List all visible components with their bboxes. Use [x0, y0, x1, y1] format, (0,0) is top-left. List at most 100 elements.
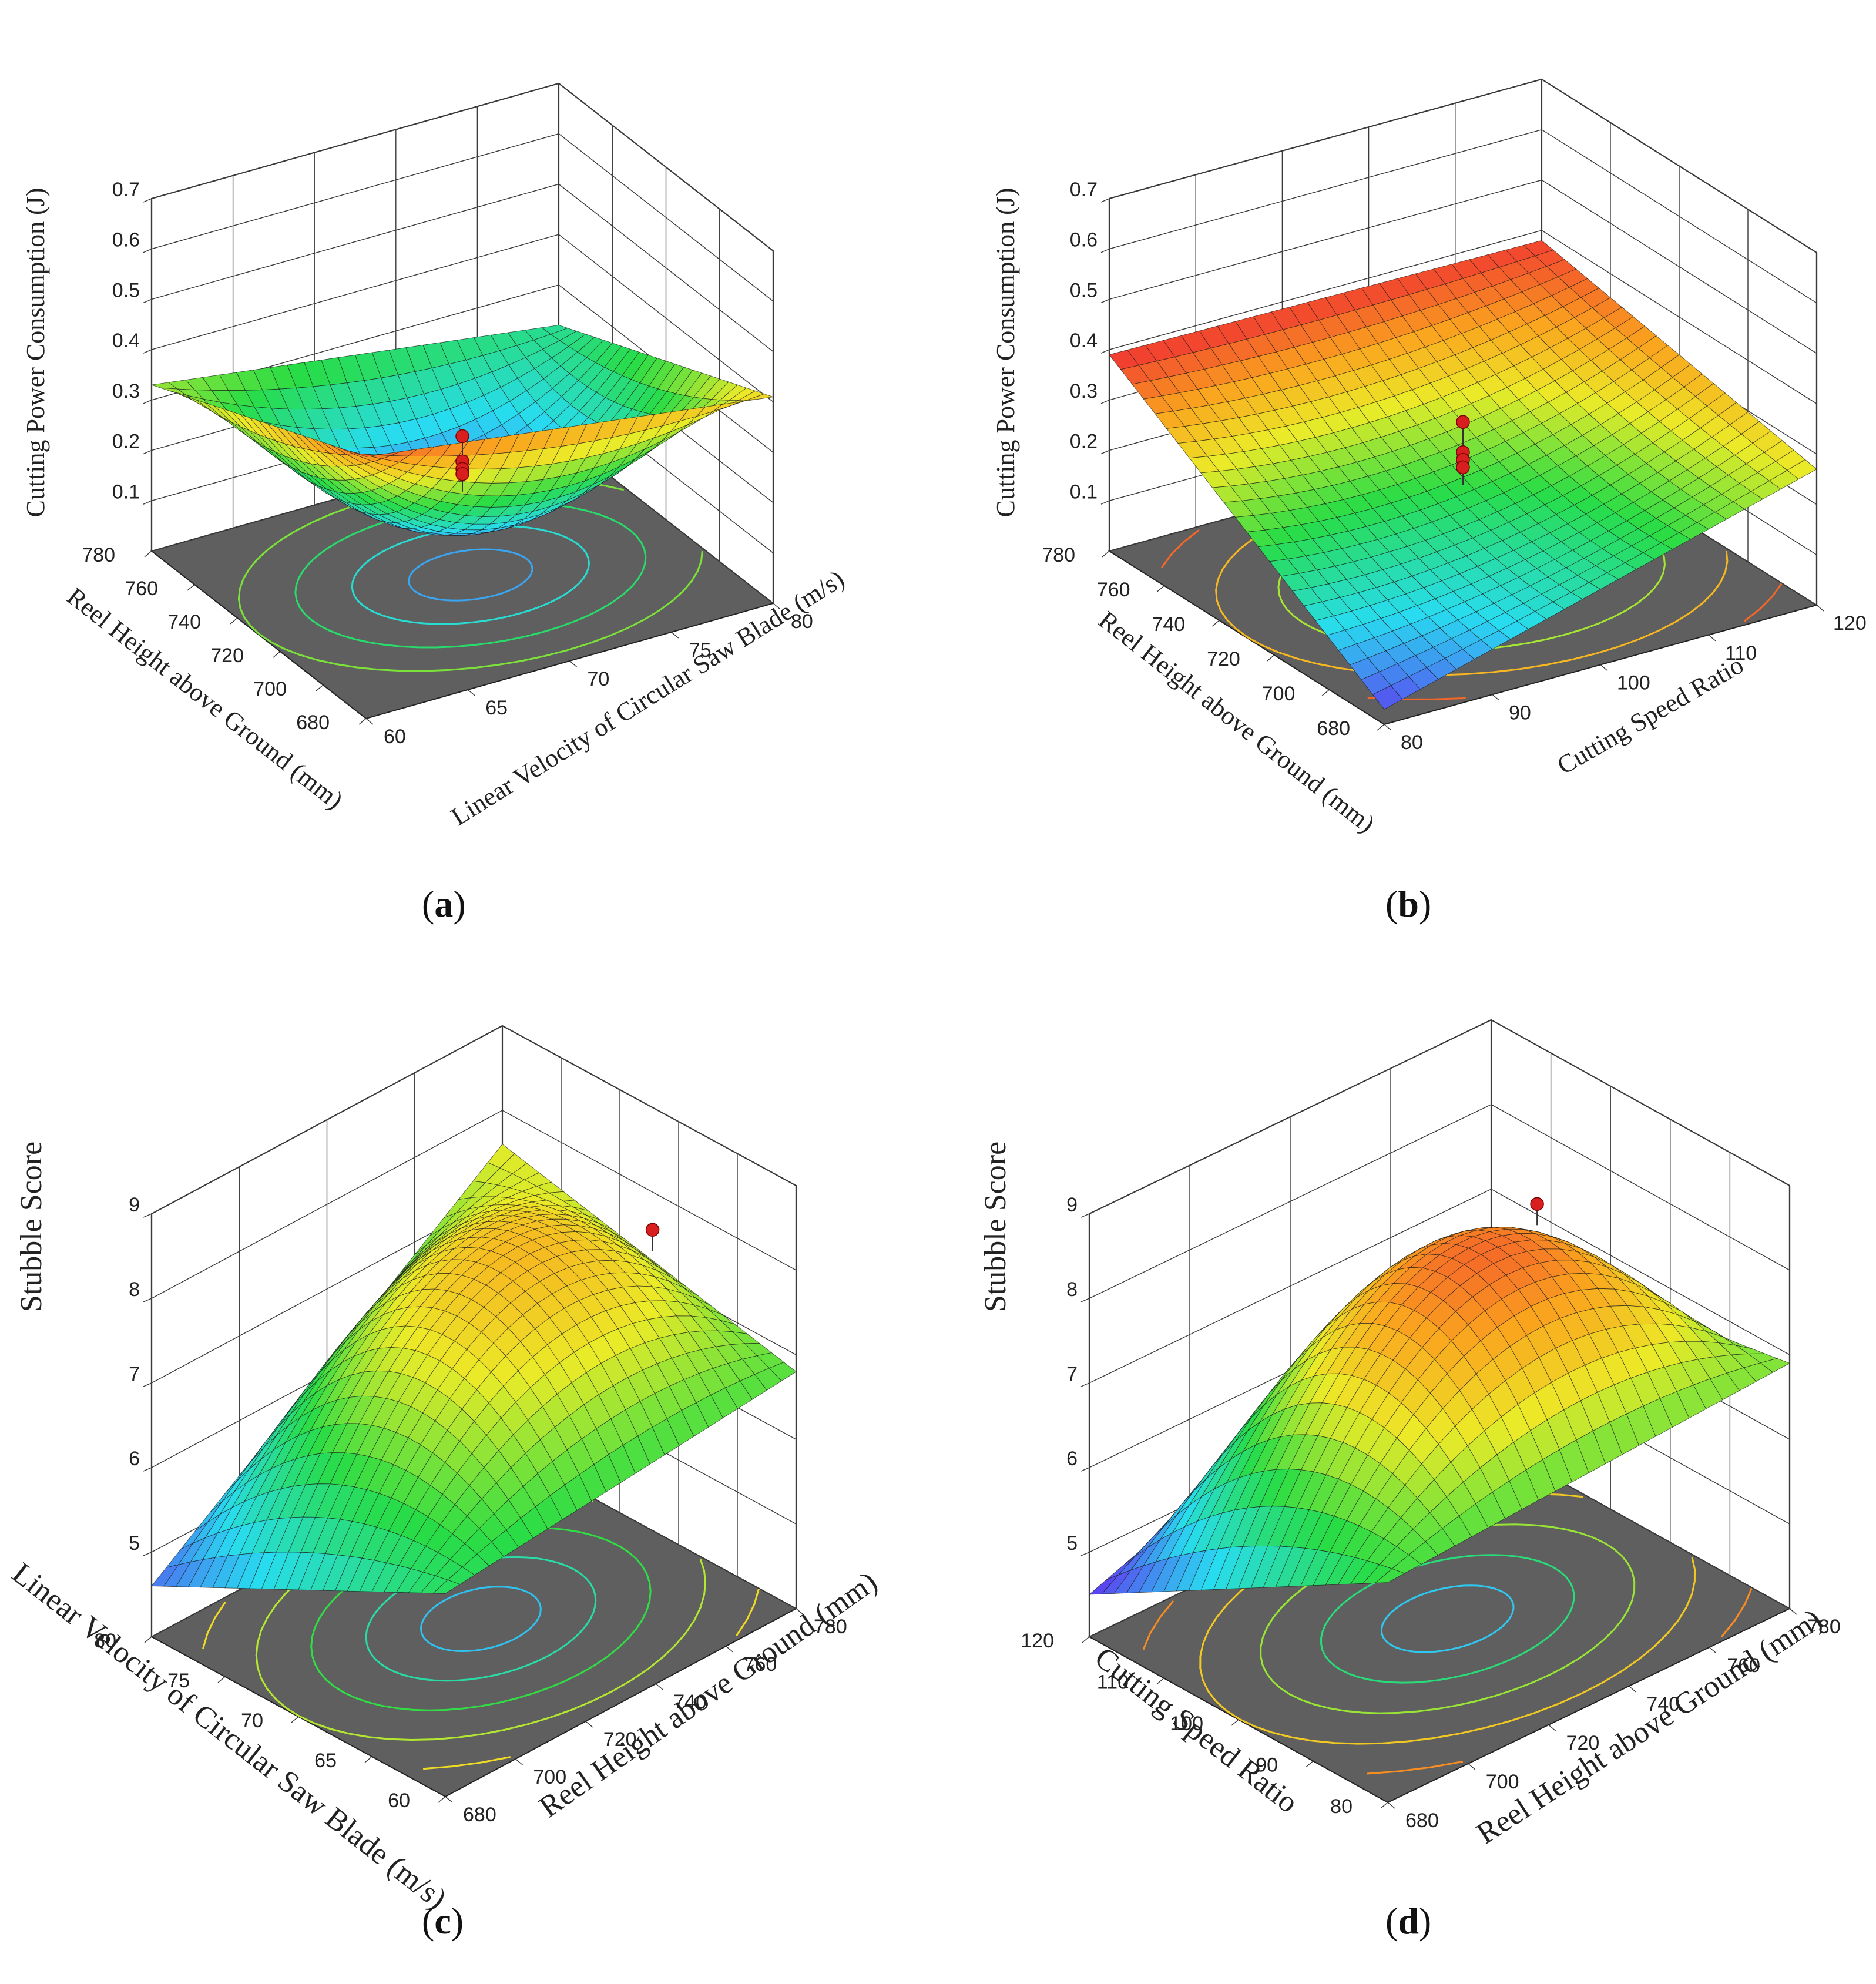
panel-b-label: (b)	[1385, 882, 1431, 926]
chart-a-x-tick-label: 75	[689, 639, 712, 662]
chart-b-z-tick	[1100, 449, 1110, 455]
chart-b-x-tick-label: 90	[1509, 701, 1531, 724]
chart-d-z-tick-label: 8	[1066, 1278, 1078, 1301]
chart-c-z-axis-title: Stubble Score	[15, 1142, 48, 1312]
chart-b-x-tick	[1600, 664, 1608, 672]
chart-a-z-tick	[143, 400, 152, 404]
chart-b-x-tick	[1816, 605, 1824, 612]
chart-c-z-tick-label: 8	[129, 1278, 140, 1301]
chart-d-surface-patch	[1374, 1568, 1405, 1583]
chart-a-marker-layer	[455, 429, 469, 492]
chart-d-x-tick-label: 760	[1727, 1654, 1760, 1677]
chart-b-y-tick	[1267, 654, 1275, 662]
chart-b-z-tick-label: 0.2	[1070, 431, 1098, 453]
chart-c-contour	[735, 1588, 760, 1637]
chart-b-x-tick-label: 110	[1725, 642, 1757, 664]
chart-c-x-tick	[726, 1646, 734, 1653]
chart-a-contour	[408, 548, 533, 602]
panel-c-label: (c)	[422, 1899, 464, 1943]
chart-c-z-tick	[143, 1382, 152, 1387]
chart-a-z-tick	[143, 298, 152, 304]
chart-b-wall-hgrid	[1109, 129, 1817, 304]
chart-c-contour	[420, 1586, 542, 1653]
chart-a-x-tick	[569, 660, 577, 667]
chart-a-surface-patch	[357, 453, 383, 457]
chart-c-contour	[422, 1756, 511, 1770]
chart-c-x-tick	[796, 1608, 804, 1615]
chart-d-z-tick-label: 7	[1066, 1363, 1078, 1385]
chart-c-x-tick-label: 680	[463, 1804, 496, 1826]
chart-d-y-tick-label: 120	[1021, 1630, 1054, 1652]
chart-b-z-axis-title: Cutting Power Consumption (J)	[991, 187, 1020, 517]
chart-d-x-tick-label: 680	[1405, 1810, 1439, 1832]
chart-a-x-tick-label: 70	[588, 668, 610, 690]
chart-b-surface-layer	[1109, 240, 1817, 710]
chart-a-x-tick	[671, 632, 679, 639]
chart-c-svg: 5 6 7 8 9 680 700 720 740 760 780 60 65 70 75 80 Stubble…	[6, 1025, 883, 1916]
chart-c-y-tick-label: 80	[94, 1630, 116, 1652]
chart-a-wall-hgrid	[151, 133, 774, 302]
chart-a-y-tick-label: 740	[167, 611, 201, 633]
panel-a: 0.1 0.2 0.3 0.4 0.5 0.6 0.7 60 65 70 75 80 680 700 720…	[0, 0, 938, 992]
chart-b-z-tick	[1100, 298, 1110, 304]
chart-a-z-tick	[143, 249, 152, 253]
chart-a-z-tick-label: 0.6	[112, 229, 140, 251]
chart-a-y-tick	[358, 718, 367, 725]
chart-d-contour	[1581, 1557, 1696, 1694]
chart-a-z-tick-label: 0.3	[112, 380, 140, 402]
chart-b-svg: 0.1 0.2 0.3 0.4 0.5 0.6 0.7 80 90 100 110 120 680 700…	[991, 78, 1867, 838]
chart-c-y-tick-label: 70	[241, 1710, 263, 1732]
chart-b-z-tick	[1100, 349, 1110, 354]
chart-c-y-tick-label: 65	[314, 1750, 337, 1772]
panel-b-letter: b	[1398, 883, 1419, 925]
chart-b-z-tick-label: 0.6	[1070, 229, 1098, 251]
chart-a-z-tick	[143, 349, 152, 354]
chart-d-z-axis-title: Stubble Score	[979, 1142, 1012, 1312]
chart-c-x-tick	[585, 1721, 593, 1728]
chart-a-x-tick-label: 65	[485, 697, 508, 719]
chart-c-surface-patch	[432, 1579, 461, 1594]
chart-a-contour	[566, 550, 703, 652]
chart-b-y-tick	[1157, 585, 1165, 592]
chart-c-z-tick-label: 6	[129, 1448, 140, 1470]
chart-d-wall-hgrid	[1089, 1104, 1790, 1299]
chart-d-z-tick	[1080, 1298, 1090, 1302]
chart-a-z-tick-label: 0.1	[112, 481, 140, 503]
chart-b-y-tick-label: 680	[1317, 717, 1350, 740]
chart-d-z-tick	[1080, 1552, 1090, 1556]
chart-a-x-tick	[467, 689, 475, 696]
chart-d-y-tick-label: 110	[1097, 1671, 1129, 1694]
chart-a-wall-hgrid	[151, 183, 774, 352]
chart-c-y-tick	[438, 1796, 446, 1803]
chart-b-wall-hgrid	[1109, 179, 1817, 354]
chart-b-z-tick	[1100, 198, 1110, 203]
chart-d-contour	[1142, 1600, 1174, 1650]
chart-b-wall-hgrid	[1109, 79, 1817, 253]
chart-d-svg: 5 6 7 8 9 680 700 720 740 760 780 80 90 100 110 120 Stub…	[979, 1019, 1841, 1851]
panel-b: 0.1 0.2 0.3 0.4 0.5 0.6 0.7 80 90 100 110 120 680 700…	[938, 0, 1875, 992]
chart-c-contour	[612, 1559, 707, 1692]
chart-a-design-point	[455, 467, 469, 481]
chart-c-x-tick	[445, 1796, 453, 1803]
chart-d-y-tick	[1380, 1802, 1388, 1809]
chart-c-x-tick-label: 760	[744, 1653, 777, 1676]
chart-d-surface-layer	[1088, 1227, 1790, 1595]
chart-b-x-tick-label: 100	[1617, 672, 1650, 694]
chart-c-y-tick	[291, 1716, 299, 1723]
chart-b-y-tick	[1377, 724, 1385, 731]
chart-c-x-tick-label: 780	[814, 1616, 847, 1638]
chart-b-contour	[1160, 529, 1200, 569]
chart-b-z-tick	[1100, 500, 1110, 505]
chart-d-contour	[1367, 1760, 1464, 1775]
chart-a-z-tick-label: 0.4	[112, 330, 140, 352]
chart-c-z-tick	[143, 1552, 152, 1556]
chart-a-y-tick	[316, 684, 324, 691]
chart-b-y-tick	[1102, 550, 1110, 558]
chart-a-y-tick	[187, 584, 195, 591]
chart-b-x-tick	[1708, 635, 1716, 642]
chart-c-marker-layer	[645, 1223, 660, 1251]
panel-b-open: (	[1385, 883, 1398, 925]
chart-c-y-tick	[217, 1676, 226, 1683]
chart-c-x-tick-label: 720	[603, 1728, 637, 1751]
chart-c-z-tick-label: 9	[129, 1194, 140, 1216]
